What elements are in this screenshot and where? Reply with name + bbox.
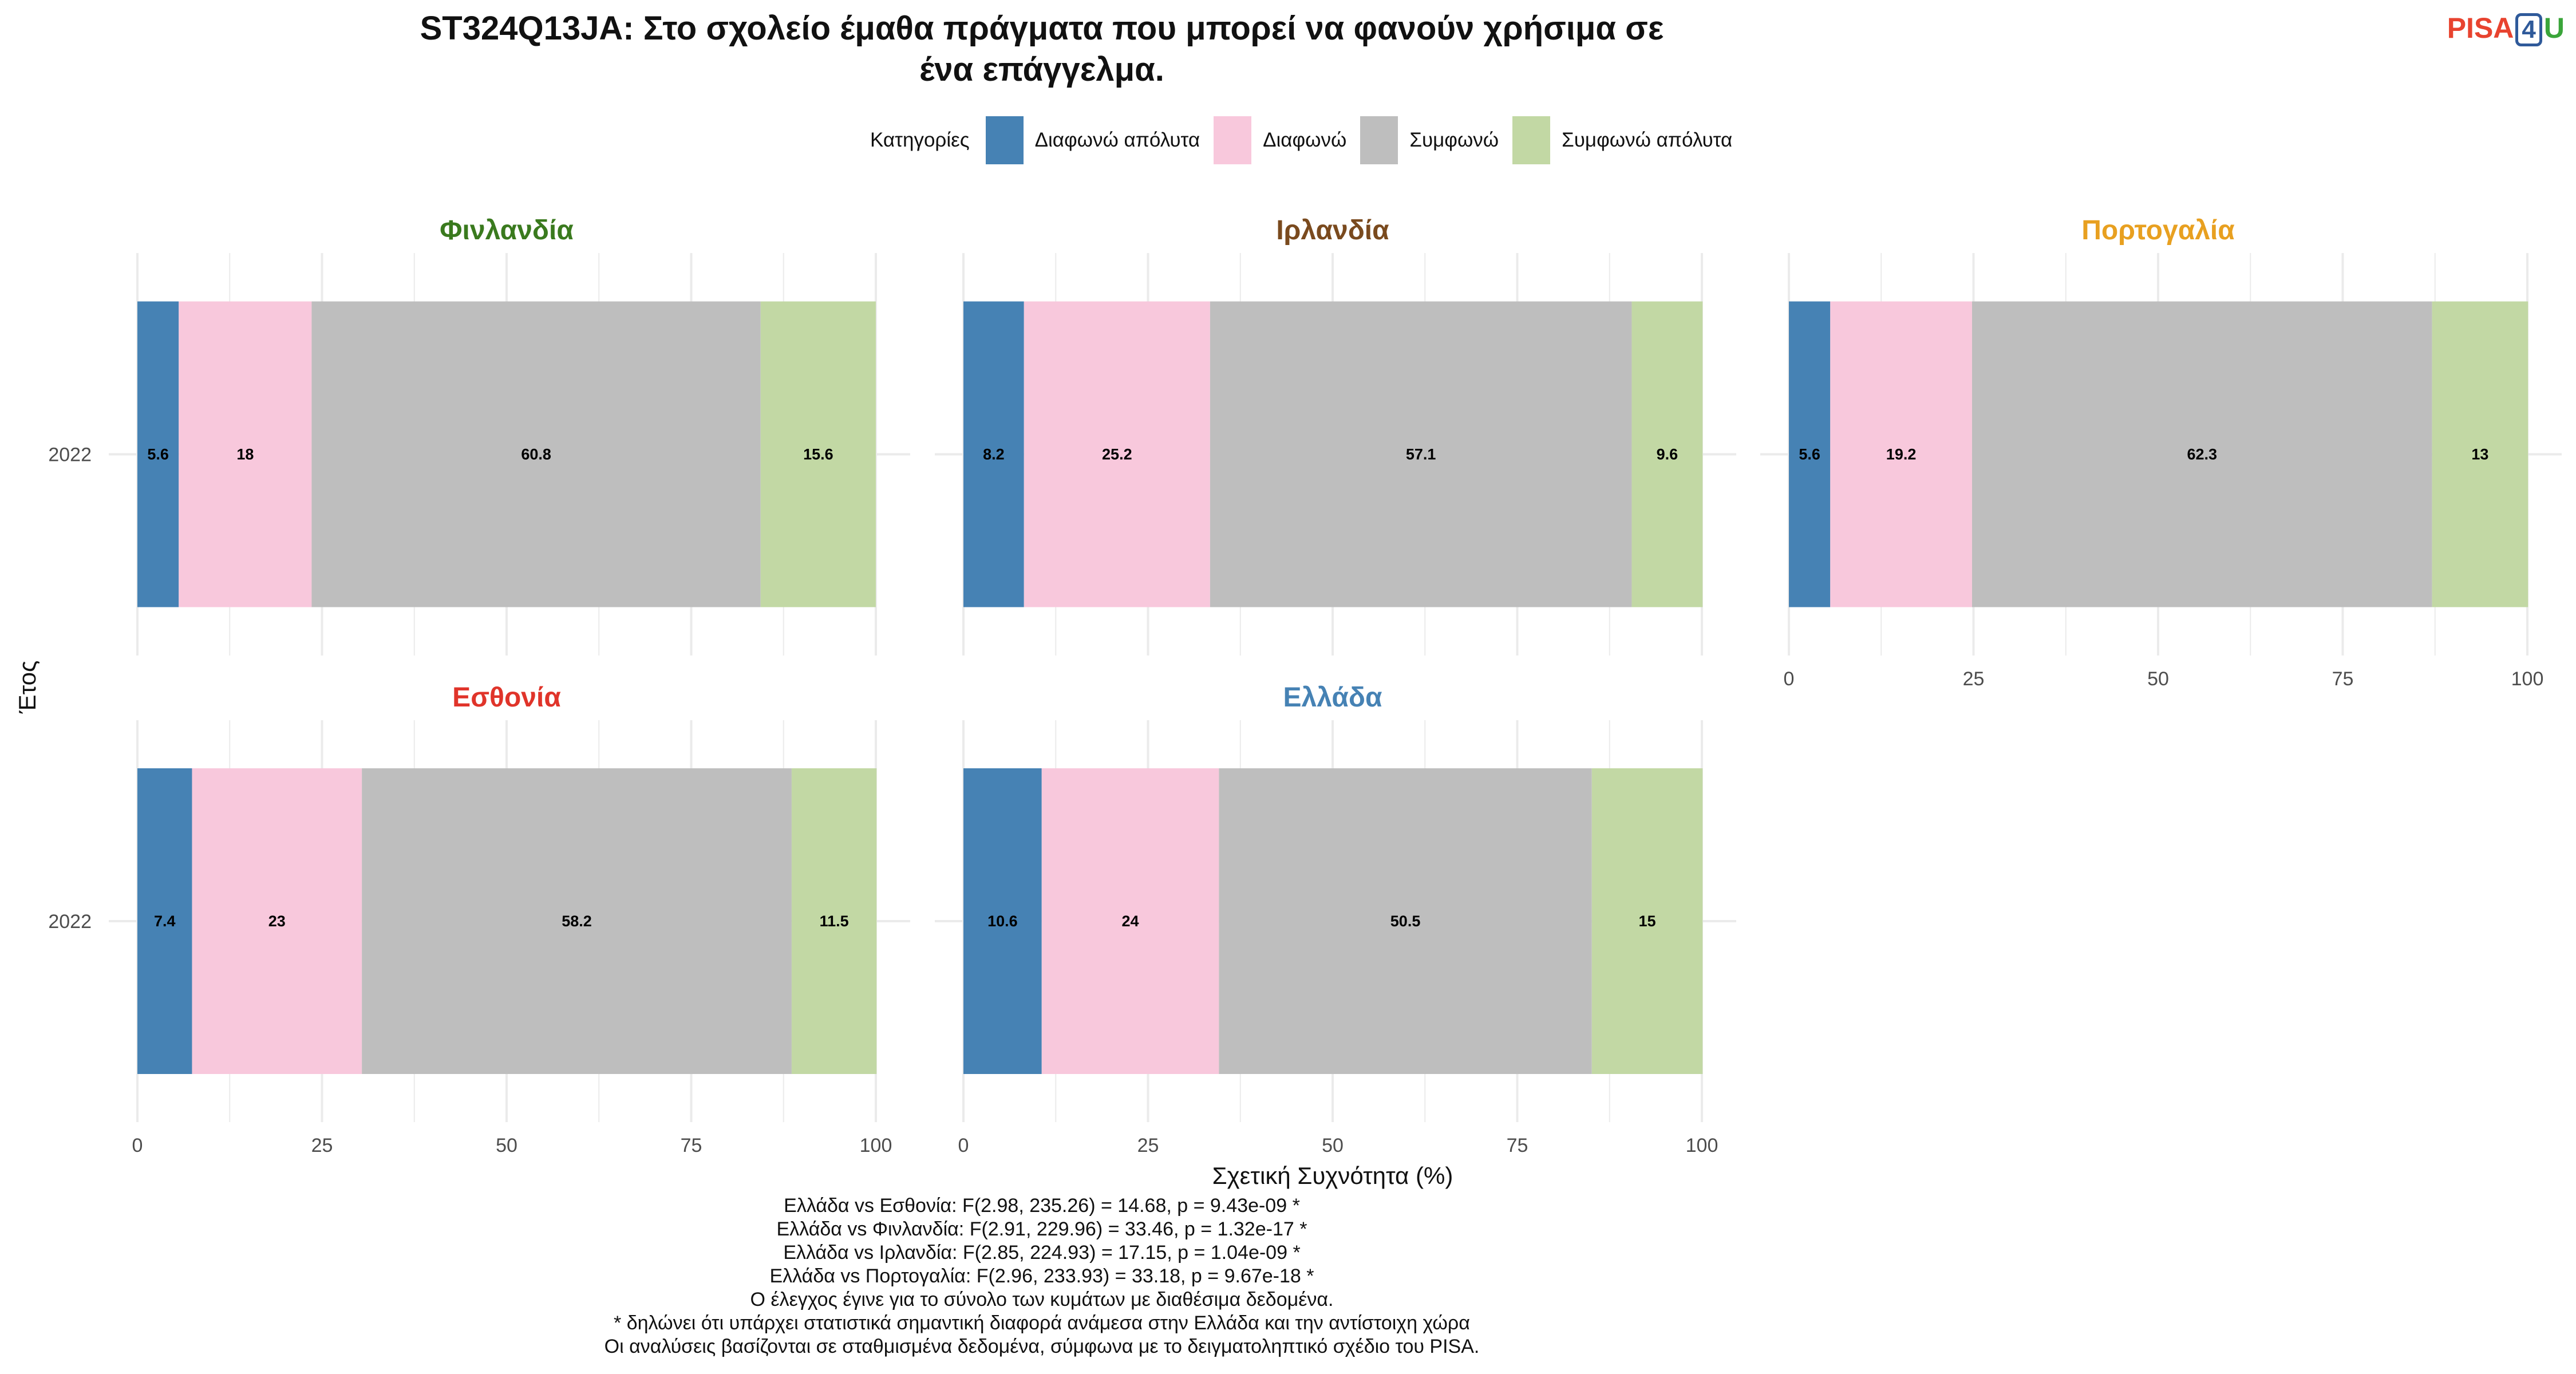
panel-5: 10.6 24 50.5 15 Ελλάδα 0 25 50 75 100 [935,682,1736,1156]
footer-line: Ελλάδα vs Εσθονία: F(2.98, 235.26) = 14.… [784,1195,1300,1217]
bar-segment-strongly-disagree [137,768,192,1074]
pisa4u-logo: PISA 4 U [2447,8,2565,48]
faceted-stacked-bar-chart: 5.6 18 60.8 15.6 Φινλανδία 2022 8.2 25.2 57.1 9.6… [14,215,2562,1189]
chart-title-line-2: ένα επάγγελμα. [919,51,1164,88]
legend-label-disagree: Διαφωνώ [1263,129,1347,151]
panel-title-country: Εσθονία [452,682,561,713]
data-label-strongly-disagree: 8.2 [983,446,1005,463]
chart-title-line-1: ST324Q13JA: Στο σχολείο έμαθα πράγματα π… [420,10,1664,47]
panel-1: 5.6 18 60.8 15.6 Φινλανδία 2022 [48,215,910,656]
legend-label-agree: Συμφωνώ [1409,129,1499,151]
footer-line: Ελλάδα vs Φινλανδία: F(2.91, 229.96) = 3… [776,1218,1307,1240]
legend: Κατηγορίες Διαφωνώ απόλυτα Διαφωνώ Συμφω… [870,114,1746,166]
data-label-agree: 57.1 [1406,446,1436,463]
legend-swatch-disagree [1214,116,1252,164]
data-label-agree: 60.8 [521,446,551,463]
data-label-disagree: 24 [1122,913,1139,930]
x-tick-label: 50 [2147,668,2169,690]
data-label-disagree: 25.2 [1102,446,1132,463]
legend-item-strongly-disagree: Διαφωνώ απόλυτα [985,116,1200,164]
panel-4: 7.4 23 58.2 11.5 Εσθονία 2022 0 25 50 75 100 [48,682,910,1156]
legend-swatch-strongly-disagree [985,116,1024,164]
legend-item-disagree: Διαφωνώ [1214,116,1346,164]
chart-title: ST324Q13JA: Στο σχολείο έμαθα πράγματα π… [0,8,2084,90]
legend-label-strongly-agree: Συμφωνώ απόλυτα [1562,129,1733,151]
data-label-agree: 50.5 [1390,913,1421,930]
y-tick-label: 2022 [48,911,92,933]
x-tick-label: 100 [860,1135,892,1156]
panel-title-country: Ιρλανδία [1276,215,1389,246]
bar-segment-strongly-agree [1631,301,1703,607]
bar-segment-agree [311,301,761,607]
x-tick-label: 25 [1137,1135,1159,1156]
data-label-disagree: 19.2 [1886,446,1917,463]
bar-segment-strongly-agree [791,768,877,1074]
panel-title-country: Ελλάδα [1283,682,1382,713]
data-label-strongly-agree: 15 [1639,913,1656,930]
data-label-agree: 58.2 [562,913,592,930]
bar-segment-strongly-disagree [1789,301,1831,607]
data-label-disagree: 18 [236,446,254,463]
x-axis-title: Σχετική Συχνότητα (%) [1212,1162,1453,1189]
data-label-strongly-agree: 11.5 [820,913,849,930]
x-tick-label: 50 [496,1135,517,1156]
x-tick-label: 25 [1963,668,1985,690]
bar-segment-strongly-disagree [963,768,1042,1074]
data-label-agree: 62.3 [2187,446,2217,463]
legend-label-strongly-disagree: Διαφωνώ απόλυτα [1034,129,1200,151]
bar-segment-strongly-agree [2432,301,2528,607]
bar-segment-disagree [1041,768,1219,1074]
data-label-disagree: 23 [268,913,286,930]
x-tick-label: 100 [1686,1135,1718,1156]
data-label-strongly-disagree: 10.6 [987,913,1018,930]
legend-swatch-strongly-agree [1512,116,1551,164]
bar-segment-strongly-agree [1591,768,1703,1074]
bar-segment-strongly-disagree [137,301,179,607]
bar-segment-disagree [1830,301,1972,607]
footer-line: Οι αναλύσεις βασίζονται σε σταθμισμένα δ… [604,1336,1480,1357]
footer-line: * δηλώνει ότι υπάρχει στατιστικά σημαντι… [614,1312,1470,1334]
footer-line: Ελλάδα vs Πορτογαλία: F(2.96, 233.93) = … [769,1265,1314,1287]
footer-line: Ο έλεγχος έγινε για το σύνολο των κυμάτω… [750,1289,1334,1310]
bar-segment-agree [1210,301,1632,607]
bar-segment-disagree [179,301,312,607]
data-label-strongly-agree: 15.6 [803,446,833,463]
bar-segment-agree [1971,301,2432,607]
data-label-strongly-agree: 9.6 [1657,446,1678,463]
logo-pisa-text: PISA [2447,12,2514,44]
panel-title-country: Πορτογαλία [2081,215,2235,246]
data-label-strongly-disagree: 7.4 [154,913,176,930]
data-label-strongly-disagree: 5.6 [147,446,169,463]
y-axis-title: Έτος [14,661,41,714]
x-tick-label: 50 [1322,1135,1344,1156]
chart-footer-notes: Ελλάδα vs Εσθονία: F(2.98, 235.26) = 14.… [0,1194,2084,1359]
bar-segment-strongly-agree [760,301,876,607]
panel-3: 5.6 19.2 62.3 13 Πορτογαλία 0 25 50 75 100 [1760,215,2562,690]
data-label-strongly-disagree: 5.6 [1799,446,1820,463]
y-tick-label: 2022 [48,444,92,466]
x-tick-label: 75 [1507,1135,1528,1156]
bar-segment-strongly-disagree [963,301,1024,607]
logo-u-text: U [2543,12,2565,44]
data-label-strongly-agree: 13 [2471,446,2488,463]
bar-segment-disagree [192,768,362,1074]
bar-segment-disagree [1024,301,1210,607]
x-tick-label: 75 [2332,668,2354,690]
bar-segment-agree [1219,768,1592,1074]
panel-title-country: Φινλανδία [440,215,574,246]
x-tick-label: 75 [681,1135,702,1156]
footer-line: Ελλάδα vs Ιρλανδία: F(2.85, 224.93) = 17… [783,1242,1301,1264]
logo-four-text: 4 [2515,13,2542,46]
legend-swatch-agree [1360,116,1398,164]
x-tick-label: 0 [1784,668,1795,690]
x-tick-label: 0 [958,1135,969,1156]
bar-segment-agree [362,768,792,1074]
panel-2: 8.2 25.2 57.1 9.6 Ιρλανδία [935,215,1736,656]
x-tick-label: 25 [311,1135,333,1156]
legend-item-strongly-agree: Συμφωνώ απόλυτα [1512,116,1732,164]
legend-title: Κατηγορίες [870,129,970,151]
legend-item-agree: Συμφωνώ [1360,116,1499,164]
x-tick-label: 0 [132,1135,143,1156]
x-tick-label: 100 [2511,668,2544,690]
